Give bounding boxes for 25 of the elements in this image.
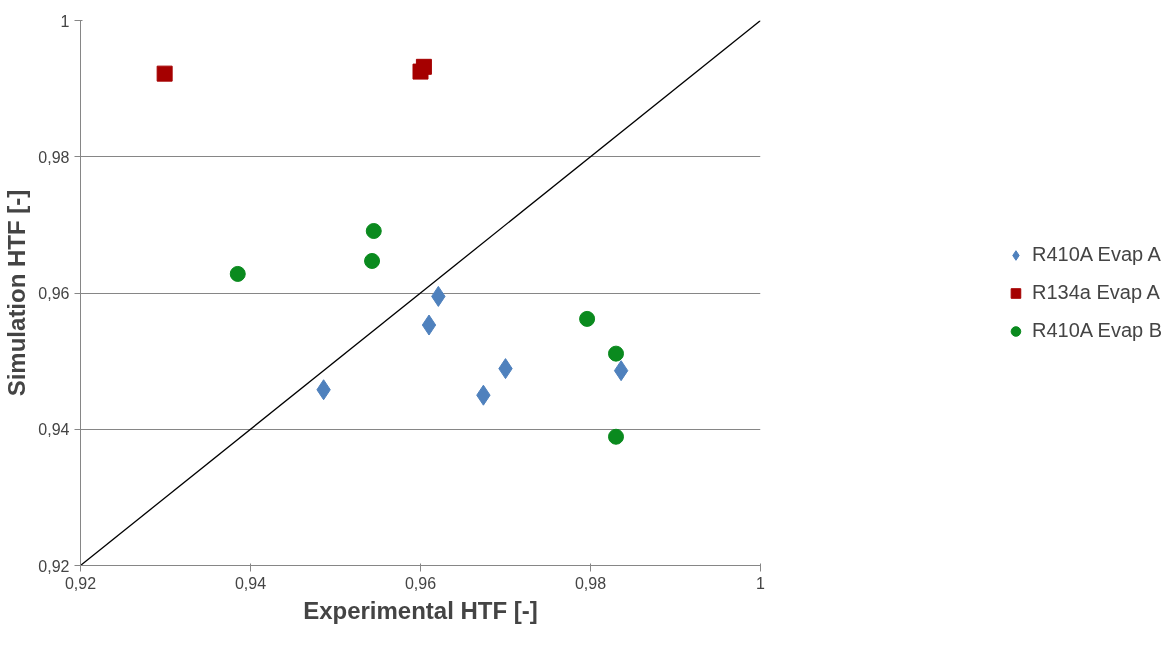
legend-label: R134a Evap A	[1031, 281, 1160, 304]
y-tick-label: 0,96	[38, 285, 70, 302]
point	[364, 253, 381, 269]
x-tick-label: 0,92	[64, 574, 97, 592]
y-tick-label: 1	[60, 12, 70, 30]
point	[608, 428, 624, 445]
point	[365, 223, 382, 239]
x-tick-label: 0,96	[404, 574, 437, 592]
y-axis-title: Simulation HTF [-]	[3, 189, 31, 397]
point	[229, 265, 246, 282]
legend-label: R410A Evap B	[1031, 319, 1163, 342]
x-tick-label: 0,94	[234, 574, 267, 592]
y-tick-label: 0,92	[38, 557, 70, 575]
y-tick-label: 0,94	[38, 421, 70, 439]
x-axis-title: Experimental HTF [-]	[303, 596, 538, 624]
point	[156, 65, 173, 82]
point	[421, 314, 437, 336]
x-tick-label: 0,98	[574, 574, 607, 592]
point	[613, 360, 629, 382]
x-tick-label: 1	[756, 574, 766, 592]
point	[579, 310, 596, 327]
point	[608, 345, 624, 362]
y-tick-label: 0,98	[38, 148, 70, 166]
legend-label: R410A Evap A	[1031, 243, 1161, 266]
point	[415, 58, 432, 75]
